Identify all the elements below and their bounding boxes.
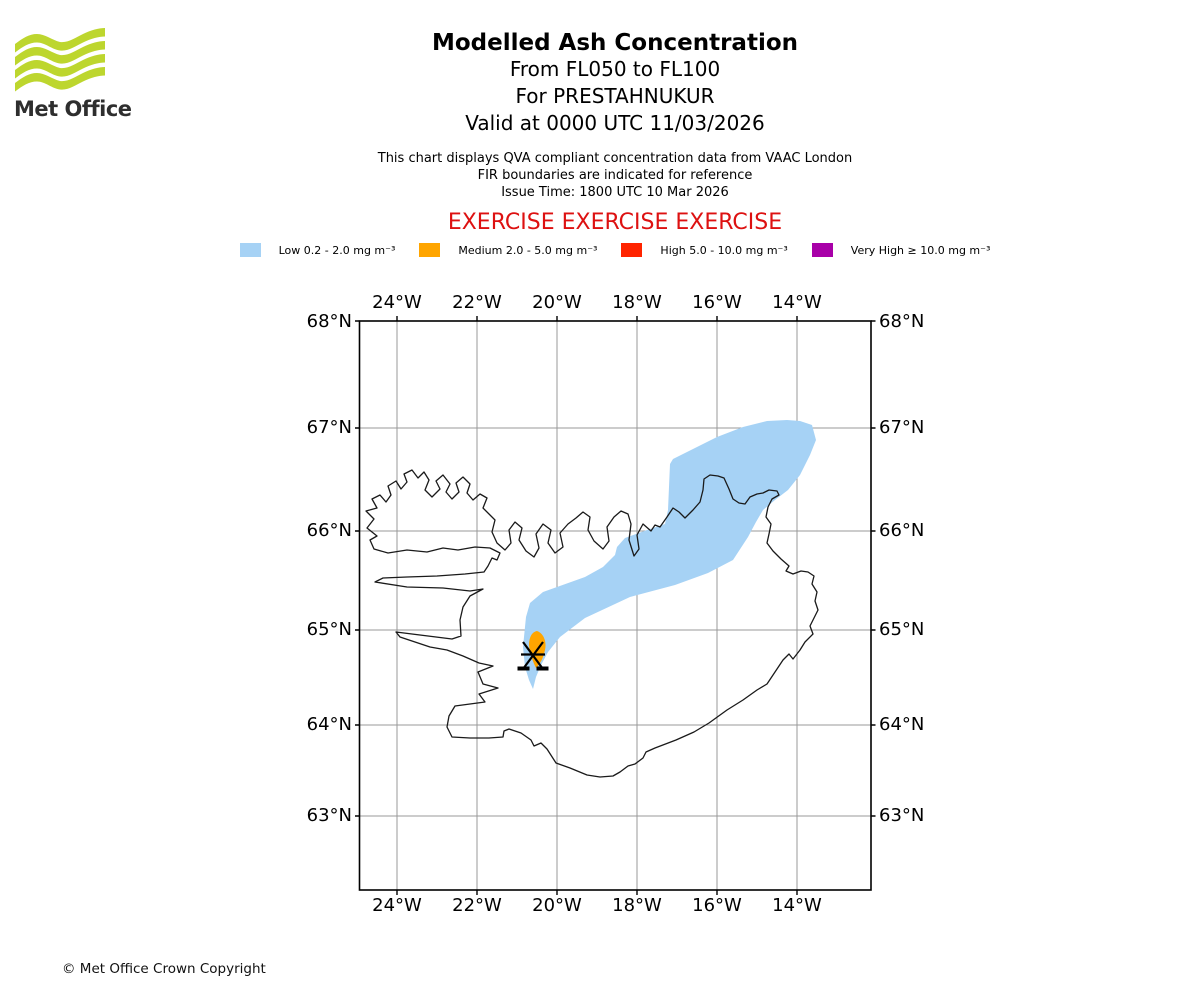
fir-info-line: FIR boundaries are indicated for referen… bbox=[477, 168, 753, 183]
legend-item-high: High 5.0 - 10.0 mg m⁻³ bbox=[621, 243, 788, 257]
volcano-name-line: For PRESTAHNUKUR bbox=[515, 84, 715, 108]
map-ticks bbox=[355, 316, 876, 895]
legend-label-medium: Medium 2.0 - 5.0 mg m⁻³ bbox=[458, 243, 598, 257]
legend-swatch-medium bbox=[419, 243, 441, 257]
logo-wave-3 bbox=[15, 54, 105, 79]
legend-item-low: Low 0.2 - 2.0 mg m⁻³ bbox=[239, 243, 396, 257]
lat-label-left-68n: 68°N bbox=[306, 311, 352, 332]
lat-label-left-67n: 67°N bbox=[306, 417, 352, 438]
met-office-logo-waves bbox=[15, 28, 105, 92]
legend: Low 0.2 - 2.0 mg m⁻³ Medium 2.0 - 5.0 mg… bbox=[0, 243, 1200, 257]
lat-label-right-68n: 68°N bbox=[879, 311, 925, 332]
lon-label-bottom-14w: 14°W bbox=[772, 895, 822, 916]
logo-wave-4 bbox=[15, 67, 105, 92]
lon-label-top-20w: 20°W bbox=[532, 292, 582, 313]
legend-item-medium: Medium 2.0 - 5.0 mg m⁻³ bbox=[419, 243, 597, 257]
lon-label-bottom-18w: 18°W bbox=[612, 895, 662, 916]
logo-wave-2 bbox=[15, 41, 105, 66]
lat-label-left-66n: 66°N bbox=[306, 520, 352, 541]
map-background bbox=[359, 321, 871, 890]
lon-label-top-24w: 24°W bbox=[372, 292, 422, 313]
lat-label-right-67n: 67°N bbox=[879, 417, 925, 438]
lat-label-left-63n: 63°N bbox=[306, 805, 352, 826]
valid-time-line: Valid at 0000 UTC 11/03/2026 bbox=[465, 111, 765, 135]
lat-label-right-65n: 65°N bbox=[879, 619, 925, 640]
logo-wave-1 bbox=[15, 28, 105, 53]
lat-label-right-64n: 64°N bbox=[879, 714, 925, 735]
lon-label-bottom-24w: 24°W bbox=[372, 895, 422, 916]
map-frame bbox=[358, 320, 872, 891]
lon-label-bottom-16w: 16°W bbox=[692, 895, 742, 916]
copyright: © Met Office Crown Copyright bbox=[62, 961, 266, 977]
chart-title: Modelled Ash Concentration bbox=[431, 30, 799, 56]
lon-label-bottom-22w: 22°W bbox=[452, 895, 502, 916]
lon-label-top-22w: 22°W bbox=[452, 292, 502, 313]
volcano-marker bbox=[517, 641, 549, 671]
met-office-logo: Met Office bbox=[14, 26, 144, 121]
qva-info-line: This chart displays QVA compliant concen… bbox=[377, 151, 853, 166]
lon-label-top-14w: 14°W bbox=[772, 292, 822, 313]
legend-item-very-high: Very High ≥ 10.0 mg m⁻³ bbox=[811, 243, 991, 257]
lat-label-left-64n: 64°N bbox=[306, 714, 352, 735]
issue-time-line: Issue Time: 1800 UTC 10 Mar 2026 bbox=[501, 185, 729, 200]
lat-label-right-63n: 63°N bbox=[879, 805, 925, 826]
legend-swatch-low bbox=[239, 243, 261, 257]
exercise-banner: EXERCISE EXERCISE EXERCISE bbox=[447, 210, 783, 235]
legend-swatch-high bbox=[621, 243, 643, 257]
legend-label-very-high: Very High ≥ 10.0 mg m⁻³ bbox=[850, 243, 991, 257]
lon-label-top-16w: 16°W bbox=[692, 292, 742, 313]
met-office-logo-text: Met Office bbox=[14, 97, 132, 121]
lat-label-left-65n: 65°N bbox=[306, 619, 352, 640]
chart-header: Modelled Ash Concentration From FL050 to… bbox=[30, 0, 1200, 235]
flight-level-line: From FL050 to FL100 bbox=[509, 57, 721, 81]
ash-plume-low bbox=[523, 420, 816, 689]
lat-label-right-66n: 66°N bbox=[879, 520, 925, 541]
legend-label-low: Low 0.2 - 2.0 mg m⁻³ bbox=[278, 243, 396, 257]
lon-label-bottom-20w: 20°W bbox=[532, 895, 582, 916]
legend-swatch-very-high bbox=[811, 243, 833, 257]
lon-label-top-18w: 18°W bbox=[612, 292, 662, 313]
legend-label-high: High 5.0 - 10.0 mg m⁻³ bbox=[660, 243, 788, 257]
iceland-coastline bbox=[365, 469, 819, 778]
